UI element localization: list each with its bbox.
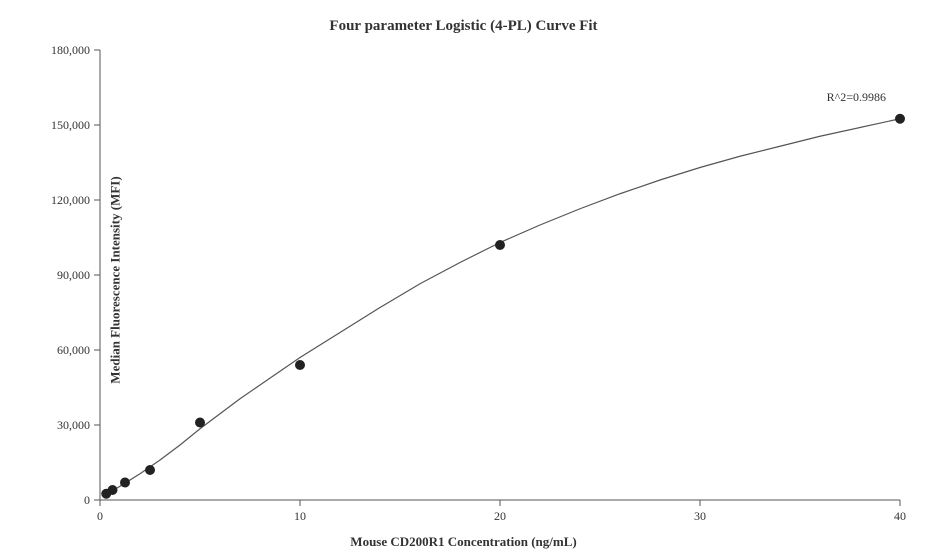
data-point	[895, 114, 905, 124]
y-tick-label: 150,000	[51, 118, 90, 132]
data-point	[145, 465, 155, 475]
chart-container: Four parameter Logistic (4-PL) Curve Fit…	[0, 0, 927, 560]
y-tick-label: 60,000	[57, 343, 90, 357]
plot-svg: 0 30,000 60,000 90,000 120,000 150,000 180,000…	[0, 0, 927, 560]
y-tick-label: 0	[84, 493, 90, 507]
axes-group	[100, 50, 900, 500]
x-tick-label: 10	[294, 509, 306, 523]
data-point	[120, 478, 130, 488]
data-point	[108, 485, 118, 495]
y-tick-label: 180,000	[51, 43, 90, 57]
x-tick-label: 30	[694, 509, 706, 523]
fit-curve	[104, 119, 900, 496]
y-tick-label: 30,000	[57, 418, 90, 432]
r-squared-annotation: R^2=0.9986	[827, 90, 886, 104]
y-ticks: 0 30,000 60,000 90,000 120,000 150,000 180,000	[51, 43, 100, 507]
data-point	[495, 240, 505, 250]
y-tick-label: 120,000	[51, 193, 90, 207]
data-point	[295, 360, 305, 370]
x-ticks: 0 10 20 30 40	[97, 500, 906, 523]
y-tick-label: 90,000	[57, 268, 90, 282]
x-tick-label: 40	[894, 509, 906, 523]
x-tick-label: 20	[494, 509, 506, 523]
data-points	[101, 114, 905, 499]
data-point	[195, 418, 205, 428]
x-tick-label: 0	[97, 509, 103, 523]
